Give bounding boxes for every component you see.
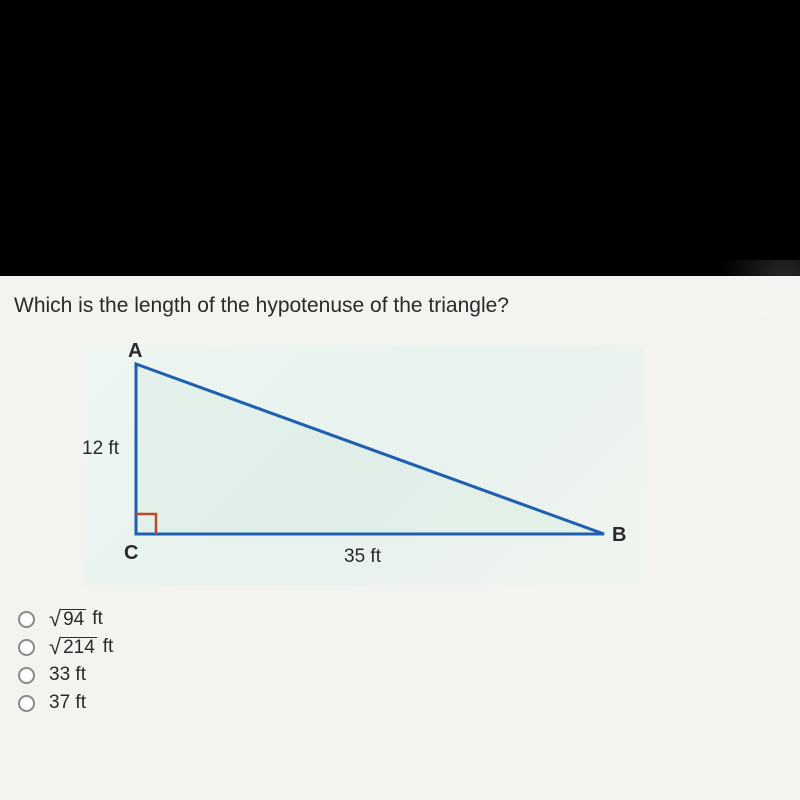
option-unit: ft — [103, 636, 114, 658]
sqrt-argument: 94 — [61, 609, 86, 630]
sqrt-expression: √ 214 — [49, 637, 97, 658]
sqrt-expression: √ 94 — [49, 609, 86, 630]
vertex-b-label: B — [612, 524, 626, 547]
triangle-figure: A C B 12 ft 35 ft — [84, 346, 644, 586]
radical-icon: √ — [49, 609, 61, 629]
option-text: 33 ft — [49, 664, 86, 686]
question-text: Which is the length of the hypotenuse of… — [14, 294, 786, 318]
radio-icon — [18, 611, 35, 628]
option-3[interactable]: 33 ft — [18, 664, 786, 686]
radical-icon: √ — [49, 637, 61, 657]
question-panel: Which is the length of the hypotenuse of… — [0, 276, 800, 800]
side-ac-label: 12 ft — [82, 438, 119, 460]
option-1[interactable]: √ 94 ft — [18, 608, 786, 630]
side-cb-label: 35 ft — [344, 546, 381, 568]
radio-icon — [18, 695, 35, 712]
option-2[interactable]: √ 214 ft — [18, 636, 786, 658]
answer-options: √ 94 ft √ 214 ft 33 ft 37 ft — [18, 608, 786, 714]
vertex-c-label: C — [124, 542, 138, 565]
option-unit: ft — [92, 608, 103, 630]
option-text: 37 ft — [49, 692, 86, 714]
radio-icon — [18, 639, 35, 656]
option-4[interactable]: 37 ft — [18, 692, 786, 714]
sqrt-argument: 214 — [61, 637, 97, 658]
triangle-shape — [136, 364, 604, 534]
radio-icon — [18, 667, 35, 684]
vertex-a-label: A — [128, 340, 142, 363]
